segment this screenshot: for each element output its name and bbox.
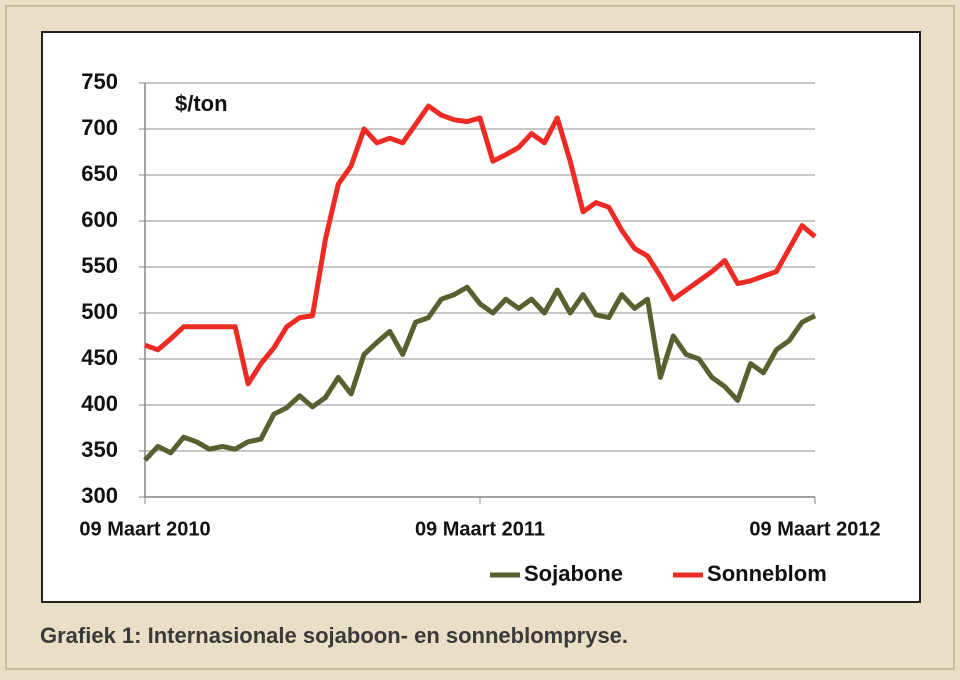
series-line (143, 284, 817, 462)
y-tick-label: 500 (81, 299, 118, 324)
y-tick-label: 600 (81, 207, 118, 232)
y-tick-label: 750 (81, 69, 118, 94)
y-tick-label: 400 (81, 391, 118, 416)
y-tick-label: 450 (81, 345, 118, 370)
caption: Grafiek 1: Internasionale sojaboon- en s… (40, 623, 628, 648)
x-tick-label: 09 Maart 2010 (79, 518, 210, 540)
x-tick-label: 09 Maart 2012 (749, 518, 880, 540)
y-tick-label: 350 (81, 437, 118, 462)
frame (5, 5, 955, 670)
legend-label: Sonneblom (707, 561, 827, 586)
y-tick-label: 700 (81, 115, 118, 140)
y-tick-label: 300 (81, 483, 118, 508)
y-tick-label: 550 (81, 253, 118, 278)
unit-label: $/ton (175, 91, 228, 116)
y-tick-label: 650 (81, 161, 118, 186)
series-line (144, 103, 817, 387)
legend-label: Sojabone (524, 561, 623, 586)
x-tick-label: 09 Maart 2011 (415, 518, 545, 540)
